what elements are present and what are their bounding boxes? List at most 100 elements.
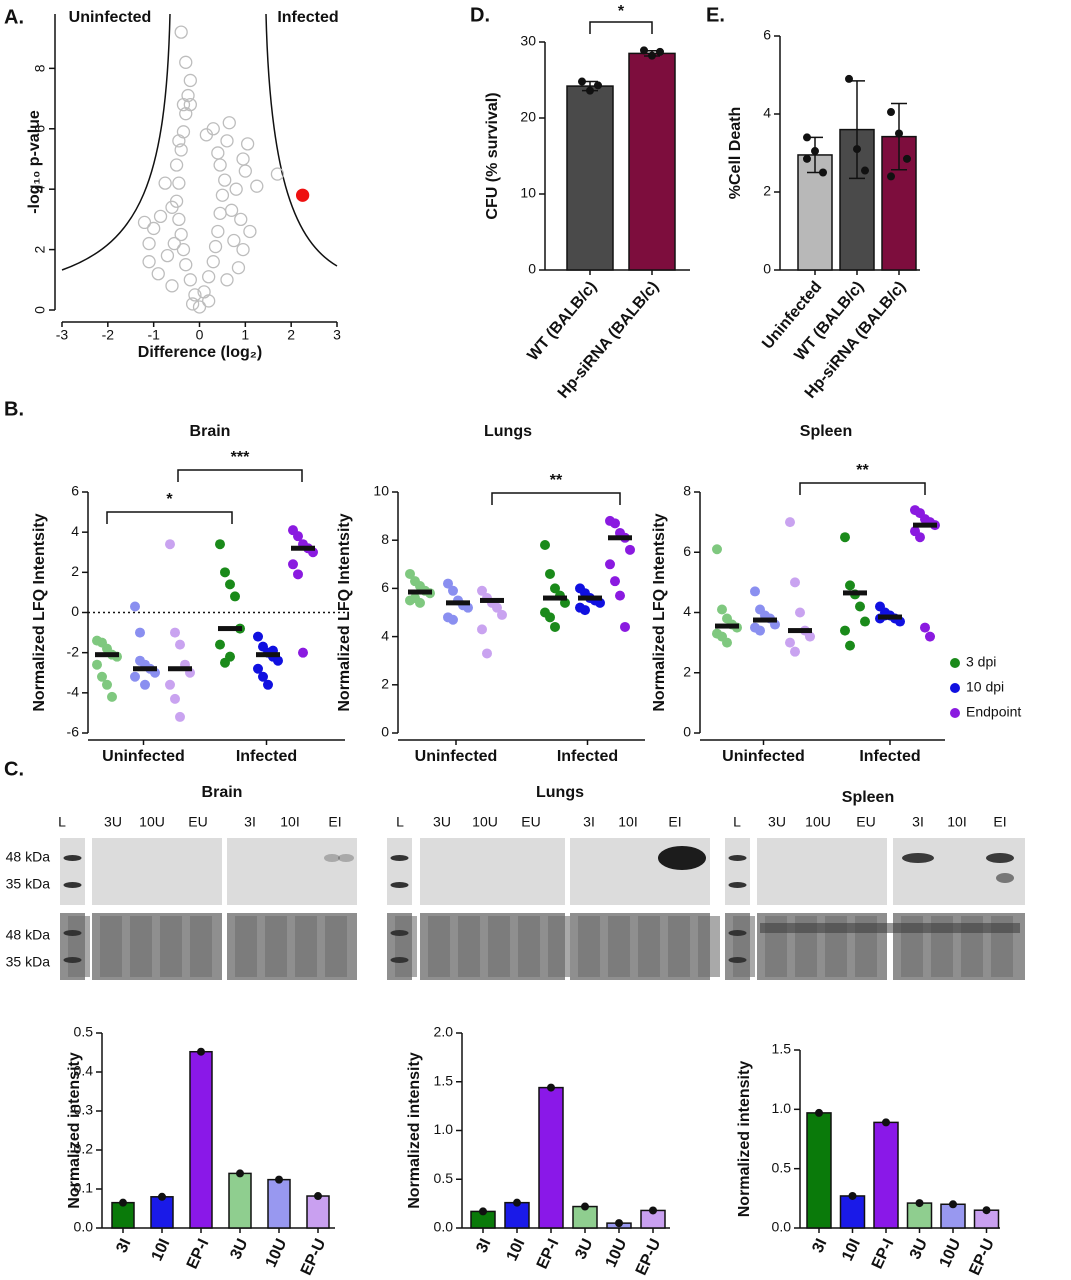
data-point (845, 580, 855, 591)
data-point (615, 590, 625, 601)
point (236, 242, 250, 257)
point (227, 233, 241, 248)
y-tick-label: 0.3 (74, 1102, 94, 1118)
lane-label: 10I (280, 814, 299, 830)
blot-image (725, 838, 750, 905)
blot-lane (638, 916, 660, 977)
y-tick-label: 0.0 (74, 1219, 94, 1235)
data-point (415, 597, 425, 608)
data-point (581, 1202, 589, 1211)
bar (839, 1195, 866, 1229)
point (220, 273, 234, 287)
blot-lane (160, 916, 182, 977)
data-point (790, 646, 800, 657)
blot-lane (733, 916, 755, 977)
y-tick-label: 1.0 (434, 1121, 454, 1137)
x-tick-label: 2 (287, 327, 295, 343)
point (202, 294, 216, 308)
data-point (550, 621, 560, 632)
data-point (717, 604, 727, 615)
blot-image (420, 838, 565, 905)
y-tick-label: 1.5 (434, 1072, 454, 1088)
data-point (722, 637, 732, 648)
panel-label: E. (706, 4, 725, 26)
data-point (170, 627, 180, 638)
bar (267, 1178, 291, 1229)
lane-label: L (58, 814, 66, 830)
y-tick-label: 0 (528, 261, 536, 277)
kda-label: 48 kDa (6, 927, 51, 943)
bar (538, 1086, 564, 1229)
x-tick-label: 3 (333, 327, 341, 343)
data-point (795, 607, 805, 618)
median-bar (753, 617, 777, 623)
data-point (594, 81, 602, 90)
data-point (615, 1219, 623, 1228)
median-bar (408, 589, 432, 595)
blot-title: Spleen (842, 789, 894, 806)
x-tick-label: -1 (147, 327, 160, 343)
point (172, 134, 186, 148)
y-tick-label: 0.0 (434, 1219, 454, 1235)
blot-lane (100, 916, 122, 977)
point (206, 255, 220, 269)
point (153, 209, 168, 224)
data-point (887, 108, 895, 117)
data-point (848, 1191, 857, 1200)
data-point (130, 601, 140, 612)
blot-image (757, 838, 887, 905)
y-tick-label: -6 (67, 724, 80, 740)
data-point (860, 616, 870, 627)
point (188, 288, 202, 302)
protein-band (338, 854, 354, 862)
blot-lane (68, 916, 90, 977)
significance-label: * (618, 3, 625, 20)
y-tick-label: 2 (71, 563, 79, 579)
protein-band (986, 853, 1014, 863)
significance-bracket (799, 482, 926, 495)
blot-lane (608, 916, 630, 977)
y-tick-label: 10 (373, 483, 389, 499)
y-tick-label: 6 (381, 579, 389, 595)
data-point (915, 532, 925, 543)
point (165, 200, 179, 214)
blot-lane (458, 916, 480, 977)
point (142, 236, 156, 251)
point (174, 227, 188, 242)
data-point (550, 583, 560, 594)
chart-title: Spleen (800, 423, 852, 440)
point (176, 97, 191, 112)
data-point (925, 631, 935, 642)
data-point (253, 631, 263, 642)
point (185, 297, 200, 311)
data-point (197, 1047, 205, 1056)
median-bar (256, 652, 280, 658)
blot-lane (518, 916, 540, 977)
highlight-point (295, 188, 310, 202)
y-tick-label: 4 (763, 105, 771, 121)
lane-label: 3U (768, 814, 786, 830)
x-tick-label: 3U (907, 1236, 931, 1262)
kda-label: 35 kDa (6, 876, 51, 892)
y-axis-title: Normalized LFQ Intentsity (336, 513, 353, 711)
data-point (298, 647, 308, 658)
point (160, 248, 175, 263)
y-tick-label: 0 (71, 603, 79, 619)
point (172, 212, 186, 227)
data-point (448, 614, 458, 625)
data-point (165, 679, 175, 690)
point (243, 224, 257, 239)
blot-lane (295, 916, 317, 977)
data-point (580, 605, 590, 616)
lane-label: 10I (947, 814, 966, 830)
lane-label: 3U (433, 814, 451, 830)
data-point (578, 77, 586, 86)
blot-image (893, 838, 1025, 905)
data-point (815, 1108, 823, 1117)
x-tick-label: Uninfected (722, 748, 805, 765)
panel-label: C. (4, 758, 24, 780)
data-point (513, 1198, 521, 1207)
point (147, 221, 161, 236)
data-point (949, 1200, 957, 1209)
x-tick-label: 3U (572, 1236, 596, 1262)
